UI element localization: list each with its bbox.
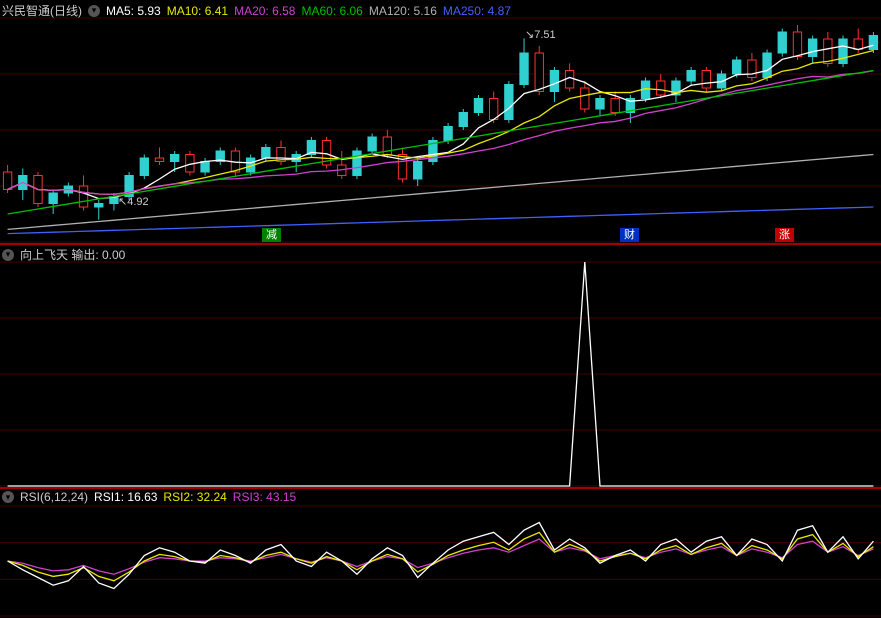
ma120-label: MA120: 5.16 [369,4,437,18]
collapse-icon[interactable]: ▾ [2,491,14,503]
ma250-label: MA250: 4.87 [443,4,511,18]
price-title: 兴民智通(日线) [2,2,82,19]
rsi3-label: RSI3: 43.15 [233,490,296,504]
signal-chart[interactable] [0,244,881,488]
price-panel-header: 兴民智通(日线) ▾ MA5: 5.93 MA10: 6.41 MA20: 6.… [2,2,511,19]
rsi-title: RSI(6,12,24) [20,490,88,504]
ma5-label: MA5: 5.93 [106,4,161,18]
rsi1-label: RSI1: 16.63 [94,490,157,504]
rsi-chart[interactable] [0,488,881,618]
rsi-panel-header: ▾ RSI(6,12,24) RSI1: 16.63 RSI2: 32.24 R… [2,490,296,504]
signal-panel-header: ▾ 向上飞天 输出: 0.00 [2,246,125,263]
collapse-icon[interactable]: ▾ [88,5,100,17]
ma10-label: MA10: 6.41 [167,4,228,18]
ma60-label: MA60: 6.06 [301,4,362,18]
marker-badge: 财 [620,228,639,242]
price-label: ↖4.92 [118,195,149,208]
ma20-label: MA20: 6.58 [234,4,295,18]
signal-title: 向上飞天 输出: 0.00 [20,246,125,263]
collapse-icon[interactable]: ▾ [2,249,14,261]
marker-badge: 减 [262,228,281,242]
rsi2-label: RSI2: 32.24 [163,490,226,504]
marker-badge: 涨 [775,228,794,242]
price-label: ↘7.51 [525,28,556,41]
